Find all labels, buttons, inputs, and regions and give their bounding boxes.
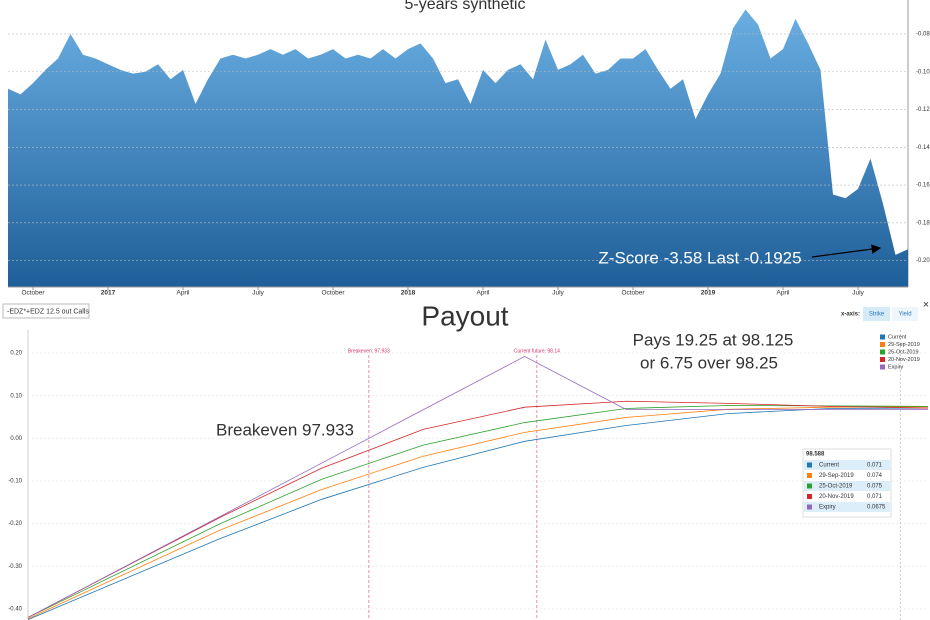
y-tick-label: -0.12 (916, 107, 930, 113)
tooltip-name: 20-Nov-2019 (819, 494, 854, 500)
y-tick-label: -0.30 (8, 564, 22, 570)
x-tick-label: October (21, 290, 45, 297)
tooltip-swatch (807, 483, 812, 489)
tooltip-value: 0.074 (867, 473, 883, 479)
x-tick-label: 2018 (401, 290, 416, 297)
strike-button[interactable] (863, 307, 890, 321)
tooltip-name: 25-Oct-2019 (819, 484, 853, 490)
top-title: 5-years synthetic (405, 0, 526, 13)
x-tick-label: 2019 (701, 290, 716, 297)
x-tick-label: April (476, 290, 490, 297)
tooltip-row (804, 491, 890, 502)
tooltip-row (804, 481, 890, 491)
x-tick-label: October (621, 290, 645, 297)
legend-swatch (880, 334, 885, 340)
x-axis-label: x-axis: (841, 312, 860, 318)
y-tick-label: 0.20 (10, 351, 22, 357)
x-tick-label: July (852, 290, 864, 297)
y-tick-label: -0.10 (916, 69, 930, 75)
x-tick-label: July (252, 290, 264, 297)
tooltip-swatch (807, 462, 812, 468)
series-line (27, 406, 929, 620)
x-tick-label: April (776, 290, 790, 297)
series-box (2, 303, 90, 319)
tooltip-header: 98.588 (806, 452, 825, 458)
top-chart: -0.08 -0.10 -0.12 -0.14 -0.16 -0.18 -0.20 Octob… (8, 9, 930, 297)
marker-label: Breakeven: 97.933 (348, 348, 390, 354)
legend-label: 25-Oct-2019 (888, 349, 919, 355)
x-tick-label: October (321, 290, 345, 297)
y-tick-label: 0.10 (10, 393, 22, 399)
legend-label: 20-Nov-2019 (888, 357, 920, 363)
series-line (27, 405, 929, 618)
tooltip-name: 29-Sep-2019 (819, 473, 854, 479)
y-tick-label: -0.20 (8, 521, 22, 527)
tooltip-name: Expiry (819, 505, 836, 511)
y-tick-label: -0.16 (916, 183, 930, 189)
y-tick-label: -0.40 (8, 606, 22, 612)
tooltip-value: 0.071 (867, 463, 883, 469)
x-tick-label: April (176, 290, 190, 297)
legend-swatch (880, 364, 885, 370)
tooltip-value: 0.071 (867, 494, 883, 500)
bottom-chart: 0.20 0.10 0.00 -0.10 -0.20 -0.30 -0.40 Breakeve… (8, 330, 929, 620)
legend-swatch (880, 349, 885, 355)
tooltip-row (804, 470, 890, 481)
legend-swatch (880, 342, 885, 347)
annotation-arrow (811, 244, 882, 258)
y-tick-label: -0.20 (916, 258, 930, 264)
marker-label: Current future: 98.14 (514, 348, 560, 354)
yield-button[interactable] (892, 307, 918, 321)
chart-title: Payout (421, 300, 508, 331)
x-tick-label: 2017 (101, 290, 116, 297)
legend-label: Current (888, 334, 907, 340)
annotation: Pays 19.25 at 98.125 (633, 330, 794, 349)
series-line (27, 355, 928, 618)
y-tick-label: -0.10 (8, 479, 22, 485)
legend-label: 29-Sep-2019 (888, 342, 920, 348)
area (8, 9, 908, 287)
tooltip-name: Current (819, 463, 839, 469)
y-tick-label: -0.08 (916, 32, 930, 38)
legend-swatch (880, 357, 885, 362)
y-tick-label: -0.14 (916, 145, 930, 151)
x-tick-label: July (552, 290, 564, 297)
tooltip-swatch (807, 504, 812, 510)
strike-button-label[interactable]: Strike (869, 312, 885, 318)
y-tick-label: 0.00 (10, 436, 22, 442)
annotation: or 6.75 over 98.25 (640, 353, 778, 372)
close-button[interactable]: × (923, 299, 929, 311)
tooltip-value: 0.0675 (867, 505, 886, 511)
series-line (27, 407, 929, 620)
yield-button-label[interactable]: Yield (898, 312, 911, 318)
tooltip-row (804, 502, 890, 512)
legend-label: Expiry (888, 364, 904, 370)
annotation: Breakeven 97.933 (216, 420, 354, 439)
annotation: Z-Score -3.58 Last -0.1925 (598, 248, 801, 267)
y-tick-label: -0.18 (916, 220, 930, 226)
tooltip-row (804, 460, 890, 470)
tooltip-swatch (807, 494, 812, 499)
tooltip-swatch (807, 473, 812, 478)
series-line (27, 400, 929, 618)
series-label: -EDZ*+EDZ 12.5 out Calls (7, 308, 89, 315)
tooltip-value: 0.075 (867, 484, 883, 490)
